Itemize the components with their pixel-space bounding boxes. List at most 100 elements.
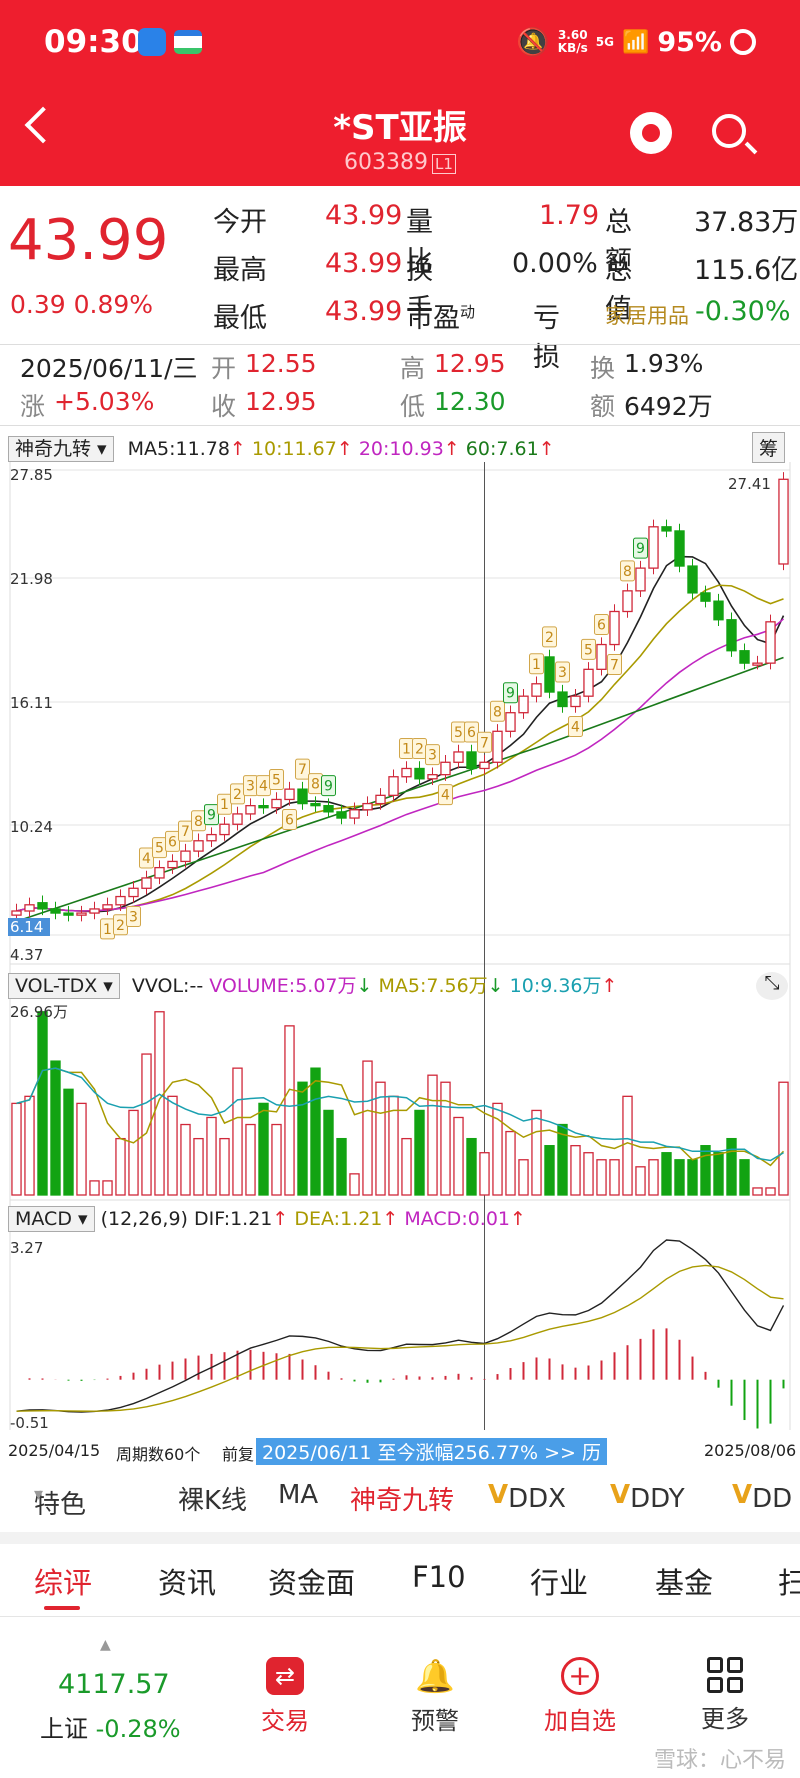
volume-bar: [466, 1137, 477, 1196]
tab-industry[interactable]: 行业: [530, 1566, 589, 1600]
nine-number: 7: [480, 735, 489, 751]
trade-button[interactable]: ⇄ 交易: [250, 1657, 320, 1736]
candles: [11, 472, 789, 922]
nine-number: 6: [597, 618, 606, 634]
index-value[interactable]: 4117.57: [58, 1669, 170, 1700]
candle: [466, 751, 477, 770]
candle: [232, 813, 243, 825]
current-price: 43.99: [8, 208, 169, 273]
macd-select[interactable]: MACD ▾: [8, 1206, 95, 1232]
max-price-label: 27.41: [728, 475, 771, 493]
volume-bar: [583, 1152, 594, 1196]
chart-grid: [9, 462, 791, 1430]
trade-icon: ⇄: [266, 1657, 304, 1695]
open-today: 43.99: [325, 200, 403, 231]
tab-dd[interactable]: V DD: [732, 1480, 793, 1514]
tab-nine-turn[interactable]: 神奇九转: [350, 1486, 455, 1516]
add-watch-button[interactable]: + 加自选: [544, 1657, 616, 1735]
stock-title: *ST亚振: [333, 108, 467, 148]
candle: [128, 887, 139, 898]
tab-fund[interactable]: 基金: [655, 1566, 714, 1600]
tab-ma[interactable]: MA: [278, 1480, 319, 1510]
price-axis-label: 16.11: [10, 694, 53, 712]
nine-box: [295, 758, 310, 780]
status-bar-right: 🔕 3.60 KB/s 5G 📶 95%: [516, 22, 756, 62]
candle: [37, 902, 48, 910]
candle: [141, 877, 152, 889]
add-icon: +: [561, 1657, 599, 1695]
nine-number: 8: [311, 777, 320, 793]
adjust-mode[interactable]: 前复: [222, 1445, 255, 1464]
candle: [427, 774, 438, 780]
tab-more-cut[interactable]: 扫: [778, 1566, 800, 1600]
tab-ddx[interactable]: V DDX: [488, 1480, 566, 1514]
nine-number: 1: [402, 741, 411, 757]
battery-ring-icon: [730, 29, 756, 55]
nine-number: 2: [545, 630, 554, 646]
candle: [349, 809, 360, 819]
tab-capital[interactable]: 资金面: [268, 1566, 356, 1600]
ma10-value: 10:11.67: [251, 438, 337, 460]
index-name-change[interactable]: 上证 -0.28%: [40, 1715, 181, 1743]
info-amount: 6492万: [624, 392, 713, 421]
volume-bar: [167, 1095, 178, 1196]
volume-bar: [37, 1011, 48, 1196]
more-button[interactable]: 更多: [690, 1657, 760, 1734]
indicator-select[interactable]: 神奇九转 ▾: [8, 436, 114, 462]
nine-box: [555, 661, 570, 683]
candle: [531, 683, 542, 697]
volume-bar: [687, 1159, 698, 1196]
candle: [609, 610, 620, 646]
candle: [726, 619, 737, 652]
nine-number: 5: [155, 841, 164, 857]
candle: [635, 567, 646, 592]
candle: [219, 823, 230, 836]
tab-overview[interactable]: 综评: [34, 1566, 93, 1600]
alert-button[interactable]: 🔔 预警: [400, 1657, 470, 1736]
nine-box: [503, 682, 518, 704]
quote-panel: 43.99 0.39 0.89% 今开 43.99 量比 1.79 总额 37.…: [0, 186, 800, 373]
sector-name[interactable]: 家居用品: [605, 304, 689, 328]
nine-number: 7: [181, 824, 190, 840]
volume-bar: [570, 1145, 581, 1196]
tab-news[interactable]: 资讯: [158, 1566, 217, 1600]
dea-line: [16, 1264, 784, 1412]
quote-row-2: 最高 43.99 换手 0.00% 总值 115.6亿: [213, 248, 798, 325]
macd-max-label: 3.27: [10, 1239, 43, 1257]
candle: [700, 592, 711, 602]
candle: [11, 910, 22, 916]
candle: [765, 621, 776, 664]
volume-bar: [323, 1109, 334, 1196]
candle: [414, 767, 425, 780]
tab-naked-k[interactable]: 裸K线: [178, 1486, 248, 1516]
label-pe: 市盈动: [406, 303, 476, 334]
candle: [778, 478, 789, 565]
volume-bar: [245, 1123, 256, 1196]
volume-bar: [596, 1159, 607, 1196]
chart-feature-tabs: 特色 ▾ 裸K线 MA 神奇九转 V DDX V DDY V DD: [34, 1480, 793, 1520]
candle: [180, 850, 191, 863]
candle: [362, 802, 373, 811]
chips-button[interactable]: 筹: [752, 432, 786, 463]
nine-box: [633, 537, 648, 559]
vol-select[interactable]: VOL-TDX ▾: [8, 973, 120, 999]
search-icon[interactable]: [712, 114, 746, 148]
expand-up-icon[interactable]: ▲: [100, 1637, 111, 1653]
nine-box: [581, 638, 596, 660]
status-time: 09:30: [44, 24, 143, 60]
volume-bar: [505, 1130, 516, 1196]
tab-ddy[interactable]: V DDY: [610, 1480, 685, 1514]
info-open-label: 开: [211, 354, 237, 383]
tab-f10[interactable]: F10: [412, 1560, 466, 1594]
label-turnover: 换手: [406, 255, 433, 325]
info-close-label: 收: [211, 392, 237, 421]
gain-banner[interactable]: 2025/06/11 至今涨幅256.77% >> 历: [256, 1438, 608, 1465]
candle: [245, 805, 256, 815]
price-axis-label: 21.98: [10, 570, 53, 588]
vol-indicator-row: VOL-TDX ▾ VVOL:-- VOLUME:5.07万↓ MA5:7.56…: [8, 971, 617, 999]
expand-icon[interactable]: ⤡: [756, 972, 788, 1000]
candle: [739, 650, 750, 664]
label-open-today: 今开: [213, 207, 267, 238]
mascot-icon[interactable]: [630, 112, 672, 154]
